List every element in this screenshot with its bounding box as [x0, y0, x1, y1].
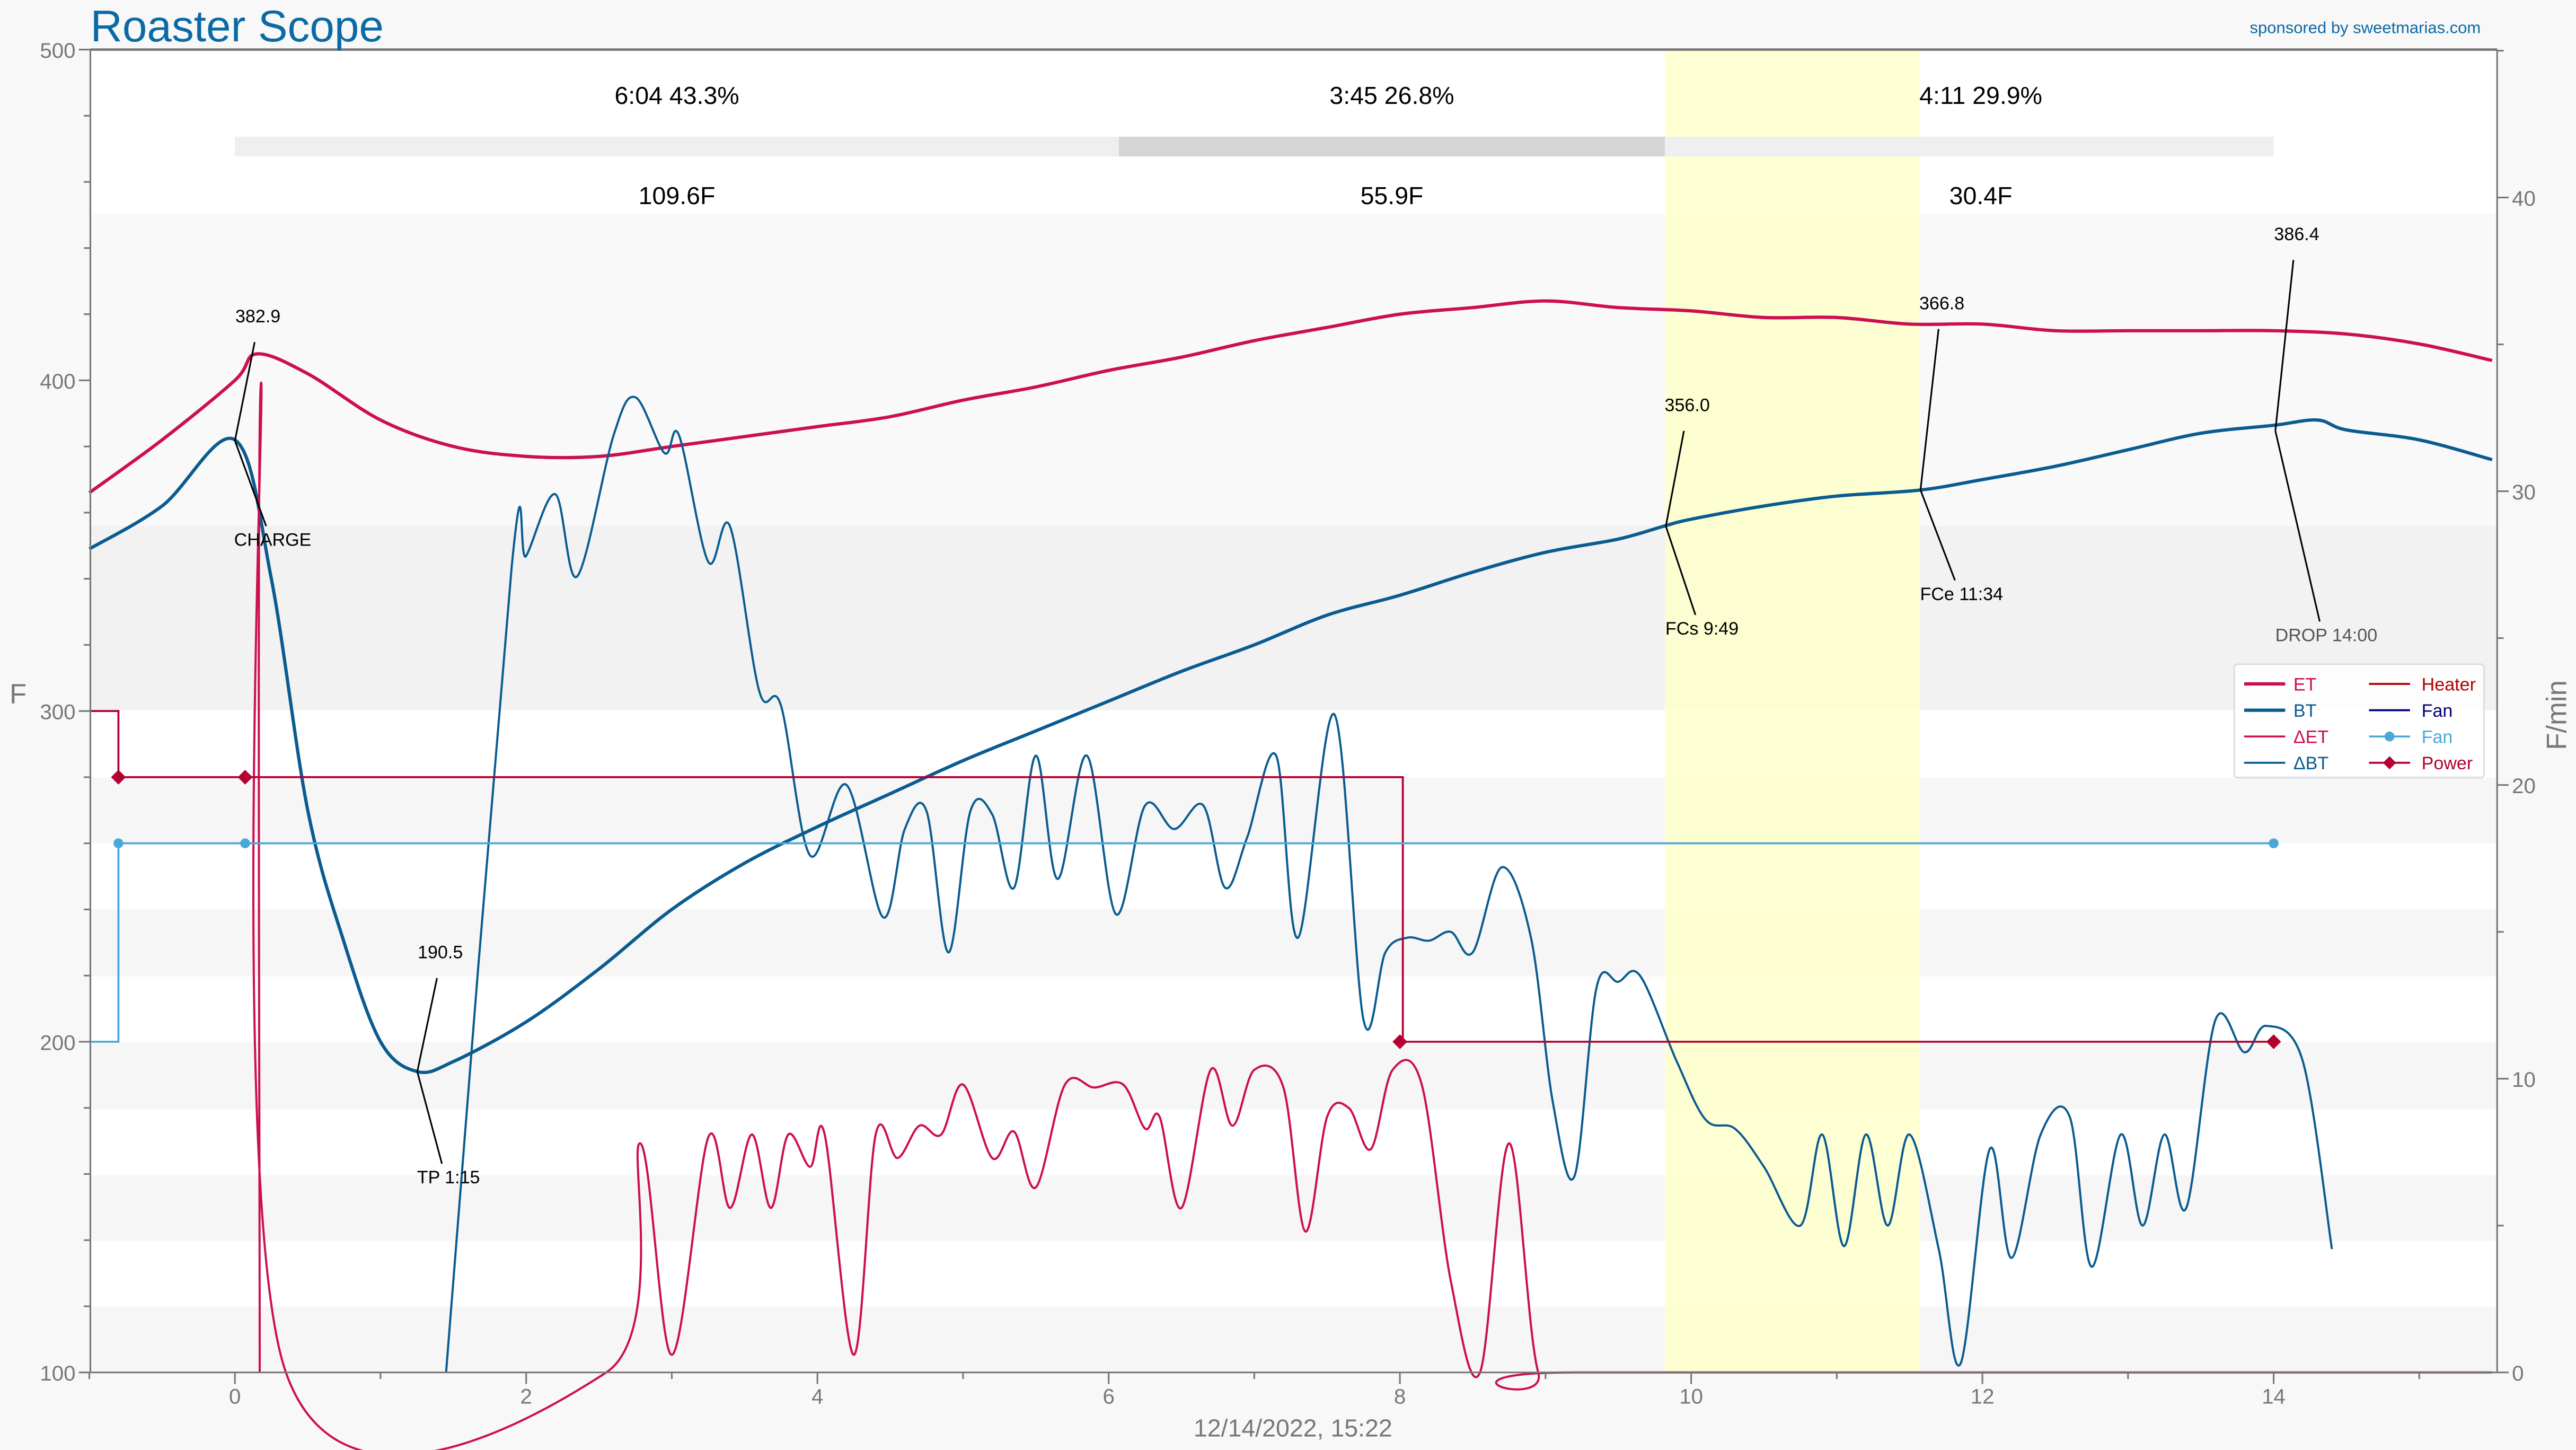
x-axis-label: 12/14/2022, 15:22	[1194, 1414, 1392, 1442]
y2-tick-label: 40	[2512, 187, 2536, 210]
x-tick-label: 0	[229, 1385, 241, 1409]
sponsor-link[interactable]: sponsored by sweetmarias.com	[2250, 19, 2481, 37]
y2-tick-label: 0	[2512, 1361, 2524, 1385]
first-crack-highlight	[1665, 49, 1920, 1373]
series-delta-bt	[445, 396, 2333, 1373]
y-axis-label: F	[10, 679, 27, 710]
x-tick-label: 14	[2262, 1385, 2286, 1409]
background-band	[90, 214, 2498, 526]
background-band	[90, 909, 2498, 977]
phase-segment	[1665, 136, 2274, 157]
fan-marker	[2269, 838, 2279, 848]
x-tick-label: 10	[1679, 1385, 1703, 1409]
x-tick-label: 12	[1971, 1385, 1995, 1409]
y2-tick-label: 30	[2512, 480, 2536, 504]
legend-label: Fan	[2422, 727, 2453, 748]
annotation-event: TP 1:15	[417, 1167, 480, 1188]
annotation-event: FCs 9:49	[1665, 619, 1739, 639]
legend: ET BT ΔET ΔBT Heater Fan Fan Power	[2233, 663, 2485, 779]
legend-label: ET	[2293, 674, 2317, 695]
annotation-event: FCe 11:34	[1920, 584, 2003, 604]
y-tick-label: 100	[40, 1361, 75, 1385]
fan-marker	[240, 838, 250, 848]
y-tick-label: 300	[40, 700, 75, 724]
series-layer	[88, 299, 2493, 1450]
y2-axis-label: F/min	[2541, 680, 2572, 750]
annotation-value: 356.0	[1665, 395, 1710, 415]
background-band	[90, 1175, 2498, 1241]
annotation-event: DROP 14:00	[2275, 625, 2378, 645]
phase-time-pct: 6:04 43.3%	[614, 82, 739, 109]
annotation-leader	[416, 1071, 443, 1164]
x-tick-label: 8	[1394, 1385, 1406, 1409]
chart-title: Roaster Scope	[90, 1, 383, 51]
power-marker	[111, 769, 126, 785]
annotation-event: CHARGE	[234, 530, 312, 550]
power-marker	[1392, 1034, 1408, 1049]
series-et	[88, 299, 2493, 494]
background-band	[90, 1306, 2498, 1373]
x-tick-label: 4	[811, 1385, 823, 1409]
y-tick-label: 400	[40, 370, 75, 393]
y2-tick-label: 10	[2512, 1068, 2536, 1092]
power-marker	[237, 769, 253, 785]
annotation-leader	[1919, 489, 1956, 581]
x-tick-label: 6	[1102, 1385, 1114, 1409]
series-bt	[88, 418, 2493, 1075]
annotation-leader	[2274, 430, 2321, 622]
background-band	[90, 1042, 2498, 1110]
annotation-leader	[1919, 329, 1939, 490]
background-band	[90, 777, 2498, 843]
annotation-value: 386.4	[2274, 224, 2319, 244]
annotation-leader	[234, 342, 255, 441]
annotation-leader	[234, 440, 267, 526]
legend-label: Fan	[2422, 701, 2453, 721]
annotation-value: 366.8	[1919, 293, 1964, 313]
phase-segment	[235, 136, 1119, 157]
legend-label: Power	[2422, 753, 2473, 774]
phase-segment	[1118, 136, 1665, 157]
legend-box	[2233, 663, 2485, 779]
phase-temp-delta: 109.6F	[639, 182, 716, 209]
background-bands	[90, 49, 2498, 1373]
legend-label: ΔBT	[2293, 753, 2328, 774]
annotations: 382.9 CHARGE 190.5 TP 1:15 356.0 FCs 9:49 366.…	[234, 224, 2378, 1188]
legend-label: ΔET	[2293, 727, 2328, 748]
phase-time-pct: 3:45 26.8%	[1329, 82, 1454, 109]
legend-label: Heater	[2422, 674, 2476, 695]
legend-label: BT	[2293, 701, 2317, 721]
fan-marker	[113, 838, 123, 848]
phase-bar: 6:04 43.3% 109.6F 3:45 26.8% 55.9F 4:11 29.9…	[235, 82, 2274, 209]
background-band	[90, 526, 2498, 710]
series-heater	[89, 710, 2274, 1043]
y2-tick-label: 20	[2512, 774, 2536, 798]
annotation-leader	[1665, 430, 1685, 526]
legend-marker-circle	[2384, 731, 2395, 742]
annotation-value: 190.5	[418, 943, 463, 963]
annotation-leader	[1665, 525, 1697, 616]
series-fan	[89, 842, 2274, 1043]
annotation-leader	[2274, 260, 2295, 431]
phase-temp-delta: 30.4F	[1949, 182, 2013, 209]
x-tick-label: 2	[521, 1385, 532, 1409]
annotation-value: 382.9	[235, 306, 280, 327]
annotation-leader	[416, 978, 438, 1072]
y-tick-label: 500	[40, 39, 75, 63]
series-delta-et	[252, 381, 2492, 1450]
phase-temp-delta: 55.9F	[1361, 182, 1424, 209]
phase-time-pct: 4:11 29.9%	[1919, 82, 2042, 109]
y-tick-label: 200	[40, 1031, 75, 1054]
